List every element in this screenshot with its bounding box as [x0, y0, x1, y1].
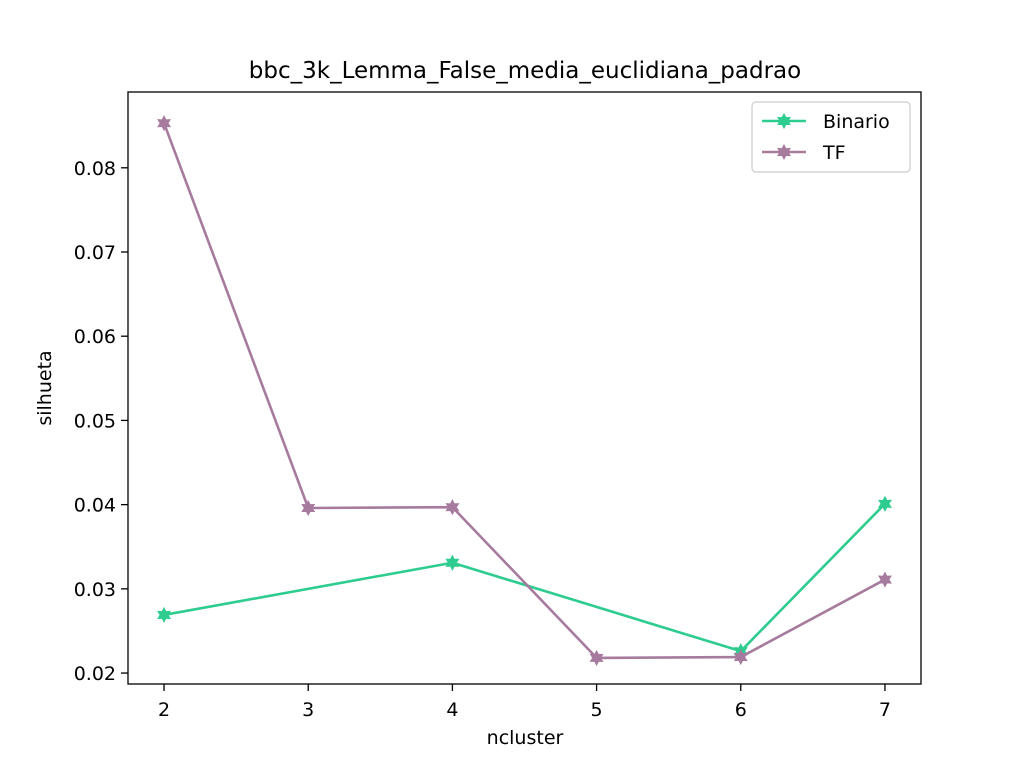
x-axis: 2 3 4 5 6 7	[158, 684, 891, 721]
x-tick-label: 3	[302, 699, 314, 721]
legend-marker-binario	[777, 112, 791, 130]
y-axis-label: silhueta	[34, 350, 56, 425]
data-point-tf	[733, 648, 748, 666]
data-point-binario	[877, 495, 892, 512]
legend-label-binario: Binario	[823, 111, 890, 133]
y-axis: 0.02 0.03 0.04 0.05 0.06 0.07 0.08	[74, 158, 128, 685]
legend-label-tf: TF	[822, 142, 846, 164]
legend-box	[751, 101, 911, 173]
y-tick-label: 0.04	[74, 495, 116, 517]
y-tick-label: 0.08	[74, 158, 116, 180]
series-line-binario	[163, 502, 886, 653]
data-point-binario	[445, 554, 460, 571]
data-point-tf	[589, 649, 604, 666]
series-line-tf	[162, 122, 886, 660]
data-point-tf	[157, 115, 172, 132]
legend-marker-tf	[777, 143, 791, 161]
y-tick-label: 0.07	[74, 242, 116, 264]
plot-area	[157, 115, 892, 666]
plot-frame	[127, 91, 922, 685]
x-tick-label: 4	[446, 699, 458, 721]
x-tick-label: 2	[158, 699, 170, 721]
x-tick-label: 7	[879, 699, 891, 721]
x-axis-label: ncluster	[487, 727, 564, 749]
data-point-tf	[877, 571, 892, 588]
x-tick-label: 6	[735, 699, 747, 721]
data-point-tf	[445, 499, 460, 516]
data-point-tf	[301, 499, 316, 517]
y-tick-label: 0.02	[74, 663, 116, 685]
y-tick-label: 0.05	[74, 410, 116, 432]
data-point-binario	[157, 606, 172, 624]
chart-title: bbc_3k_Lemma_False_media_euclidiana_padr…	[249, 58, 801, 84]
legend: Binario TF	[751, 101, 911, 173]
y-tick-label: 0.06	[74, 326, 116, 348]
y-tick-label: 0.03	[74, 579, 116, 601]
x-tick-label: 5	[591, 699, 603, 721]
